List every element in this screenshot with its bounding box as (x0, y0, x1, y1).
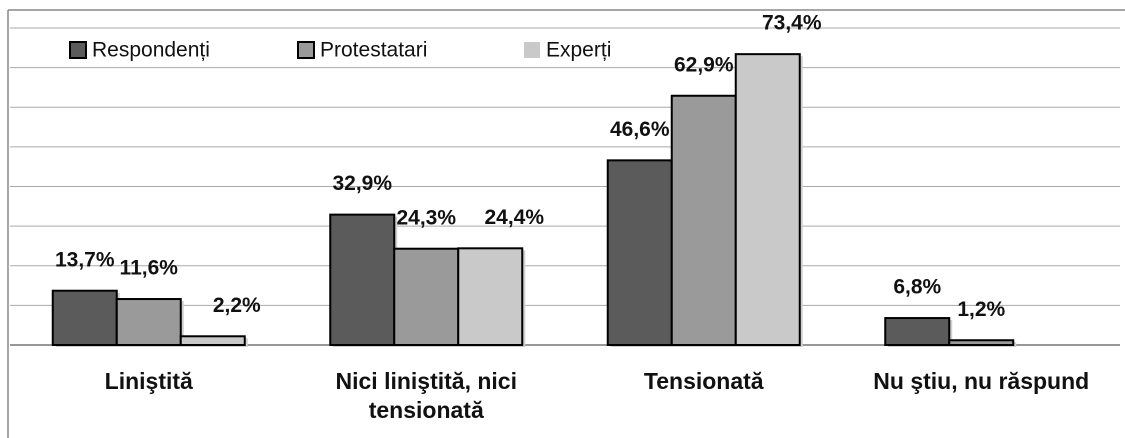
value-label: 11,6% (120, 257, 179, 280)
value-label: 62,9% (674, 53, 734, 76)
bar (115, 298, 182, 347)
value-label: 32,9% (332, 172, 392, 195)
value-label: 73,4% (762, 12, 822, 35)
bar (393, 247, 460, 346)
value-label: 2,2% (213, 294, 261, 317)
value-label: 24,3% (396, 206, 456, 229)
value-label: 13,7% (55, 248, 115, 271)
bar (670, 94, 737, 347)
bar (884, 317, 951, 346)
x-tick-label: Tensionată (643, 368, 764, 394)
legend-swatch (297, 41, 315, 59)
legend-label: Protestatari (320, 39, 427, 62)
bar (179, 335, 246, 347)
value-label: 24,4% (484, 206, 544, 229)
bar (948, 339, 1015, 346)
x-tick-label: Nici liniştită, nici tensionată (335, 368, 517, 423)
legend-label: Experți (546, 39, 611, 62)
bar (457, 247, 524, 346)
legend-label: Respondenți (92, 39, 210, 62)
value-label: 6,8% (893, 276, 941, 299)
legend-swatch (69, 41, 87, 59)
bar (606, 159, 673, 346)
bar (329, 213, 396, 346)
bar (734, 53, 801, 347)
bar (51, 289, 118, 346)
x-tick-label: Nu ştiu, nu răspund (873, 368, 1090, 394)
legend-swatch (524, 42, 540, 58)
value-label: 1,2% (957, 298, 1005, 321)
x-tick-label: Liniştită (104, 368, 193, 394)
value-label: 46,6% (610, 118, 670, 141)
